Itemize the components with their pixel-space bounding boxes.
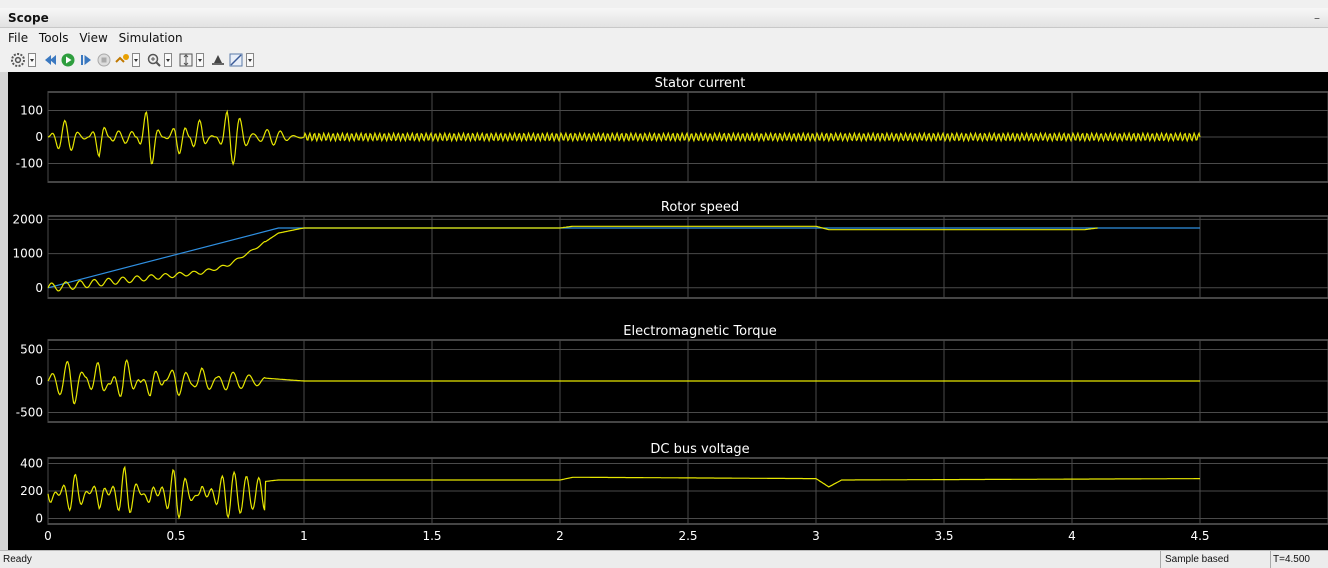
status-time: T=4.500 [1270,551,1310,568]
x-tick-label: 4.5 [1190,529,1209,543]
x-tick-label: 1 [300,529,308,543]
menu-file[interactable]: File [8,31,29,45]
menu-simulation[interactable]: Simulation [118,31,183,45]
x-tick-label: 4 [1068,529,1076,543]
series-line [47,465,1200,520]
stop-icon[interactable] [96,51,112,69]
measure-dropdown[interactable] [246,53,254,67]
x-tick-label: 2.5 [678,529,697,543]
plot-title: Electromagnetic Torque [623,324,776,339]
y-tick-label: 0 [35,512,43,526]
y-tick-label: 0 [35,130,43,144]
x-tick-label: 3.5 [934,529,953,543]
window-titlebar: Scope – [0,8,1328,28]
plot-title: DC bus voltage [650,442,749,457]
window-left-edge [0,72,8,550]
y-tick-label: 200 [20,484,43,498]
status-ready: Ready [3,554,32,565]
toolbar [0,48,1328,72]
highlight-dropdown[interactable] [132,53,140,67]
x-tick-label: 2 [556,529,564,543]
y-tick-label: -100 [16,156,43,170]
y-tick-label: 400 [20,457,43,471]
window-title: Scope [8,11,49,25]
zoom-dropdown[interactable] [164,53,172,67]
plot-title: Stator current [655,76,746,91]
series-line [47,227,1200,289]
gear-icon[interactable] [10,51,26,69]
x-tick-label: 1.5 [422,529,441,543]
menu-bar: File Tools View Simulation [0,29,1328,47]
y-tick-label: 0 [35,281,43,295]
series-line [47,225,1098,292]
series-line [47,109,1201,166]
run-icon[interactable] [60,51,76,69]
autoscale-icon[interactable] [178,51,194,69]
minimize-button[interactable]: – [1314,11,1320,25]
y-tick-label: -500 [16,406,43,420]
gear-dropdown[interactable] [28,53,36,67]
autoscale-dropdown[interactable] [196,53,204,67]
scope-display: Stator current 100 0 -100 Rotor speed 2000 100… [8,72,1328,550]
style-icon[interactable] [210,51,226,69]
series-line [47,358,1200,405]
measure-icon[interactable] [228,51,244,69]
menu-view[interactable]: View [79,31,108,45]
highlight-icon[interactable] [114,51,130,69]
y-tick-label: 500 [20,342,43,356]
y-tick-label: 0 [35,374,43,388]
zoom-in-icon[interactable] [146,51,162,69]
x-tick-label: 3 [812,529,820,543]
menu-tools[interactable]: Tools [38,31,69,45]
y-tick-label: 1000 [12,247,43,261]
x-tick-label: 0 [44,529,52,543]
status-sample-mode: Sample based [1160,551,1265,568]
step-forward-icon[interactable] [78,51,94,69]
x-tick-label: 0.5 [166,529,185,543]
y-tick-label: 2000 [12,212,43,226]
status-bar: Ready Sample based T=4.500 [0,550,1328,568]
y-tick-label: 100 [20,104,43,118]
plot-title: Rotor speed [661,200,739,215]
step-back-icon[interactable] [42,51,58,69]
